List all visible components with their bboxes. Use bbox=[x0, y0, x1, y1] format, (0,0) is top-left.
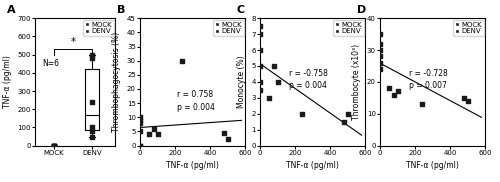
Y-axis label: Monocyte (%): Monocyte (%) bbox=[237, 56, 246, 108]
Point bbox=[136, 130, 144, 133]
Point bbox=[88, 135, 96, 138]
Point bbox=[376, 55, 384, 58]
Text: B: B bbox=[117, 5, 126, 15]
Point bbox=[270, 65, 278, 68]
Point bbox=[376, 33, 384, 36]
Text: p = 0.004: p = 0.004 bbox=[290, 81, 328, 90]
Text: p = 0.007: p = 0.007 bbox=[410, 81, 448, 90]
Point bbox=[136, 144, 144, 147]
Point bbox=[256, 49, 264, 52]
Point bbox=[88, 126, 96, 129]
X-axis label: TNF-α (pg/ml): TNF-α (pg/ml) bbox=[166, 161, 219, 170]
Point bbox=[150, 127, 158, 130]
Point bbox=[256, 25, 264, 28]
Text: r = -0.758: r = -0.758 bbox=[290, 69, 329, 78]
Point bbox=[136, 116, 144, 119]
Point bbox=[376, 49, 384, 52]
Point bbox=[220, 131, 228, 134]
Point bbox=[88, 100, 96, 103]
Point bbox=[256, 88, 264, 91]
Point bbox=[376, 61, 384, 64]
Text: N=6: N=6 bbox=[42, 59, 59, 68]
Text: p = 0.004: p = 0.004 bbox=[177, 103, 214, 112]
Point bbox=[50, 144, 58, 147]
Point bbox=[256, 33, 264, 36]
Text: C: C bbox=[237, 5, 245, 15]
Point bbox=[88, 130, 96, 132]
Text: A: A bbox=[7, 5, 16, 15]
Point bbox=[136, 144, 144, 147]
Point bbox=[145, 133, 153, 136]
Point bbox=[340, 120, 348, 123]
Point bbox=[88, 57, 96, 60]
Legend: MOCK, DENV: MOCK, DENV bbox=[334, 20, 364, 36]
Point bbox=[376, 68, 384, 71]
Point bbox=[298, 112, 306, 115]
Text: *: * bbox=[70, 37, 76, 47]
Point bbox=[50, 144, 58, 147]
Point bbox=[394, 90, 402, 93]
Point bbox=[344, 112, 351, 115]
Text: r = 0.758: r = 0.758 bbox=[177, 90, 213, 99]
Point bbox=[265, 96, 273, 99]
X-axis label: TNF-α (pg/ml): TNF-α (pg/ml) bbox=[286, 161, 339, 170]
Legend: MOCK, DENV: MOCK, DENV bbox=[454, 20, 484, 36]
Point bbox=[50, 144, 58, 147]
Y-axis label: TNF-α (pg/ml): TNF-α (pg/ml) bbox=[3, 56, 12, 108]
Point bbox=[464, 100, 471, 102]
X-axis label: TNF-α (pg/ml): TNF-α (pg/ml) bbox=[406, 161, 459, 170]
Legend: MOCK, DENV: MOCK, DENV bbox=[214, 20, 244, 36]
Point bbox=[274, 80, 281, 83]
Point bbox=[256, 65, 264, 68]
Y-axis label: Thrombocyte (x10³): Thrombocyte (x10³) bbox=[352, 44, 362, 120]
Point bbox=[88, 53, 96, 56]
Point bbox=[376, 42, 384, 45]
Text: r = -0.728: r = -0.728 bbox=[410, 69, 448, 78]
Point bbox=[390, 93, 398, 96]
Point bbox=[224, 137, 232, 140]
Point bbox=[136, 122, 144, 124]
Point bbox=[154, 133, 162, 136]
Legend: MOCK, DENV: MOCK, DENV bbox=[84, 20, 114, 36]
Point bbox=[418, 103, 426, 106]
Point bbox=[460, 96, 468, 99]
Point bbox=[385, 87, 393, 90]
Text: D: D bbox=[357, 5, 366, 15]
Point bbox=[136, 119, 144, 122]
Point bbox=[50, 144, 58, 147]
Point bbox=[50, 144, 58, 147]
Y-axis label: Thrombophagocytosis (%): Thrombophagocytosis (%) bbox=[112, 32, 122, 132]
Point bbox=[178, 59, 186, 62]
Point bbox=[50, 144, 58, 147]
Point bbox=[256, 80, 264, 83]
